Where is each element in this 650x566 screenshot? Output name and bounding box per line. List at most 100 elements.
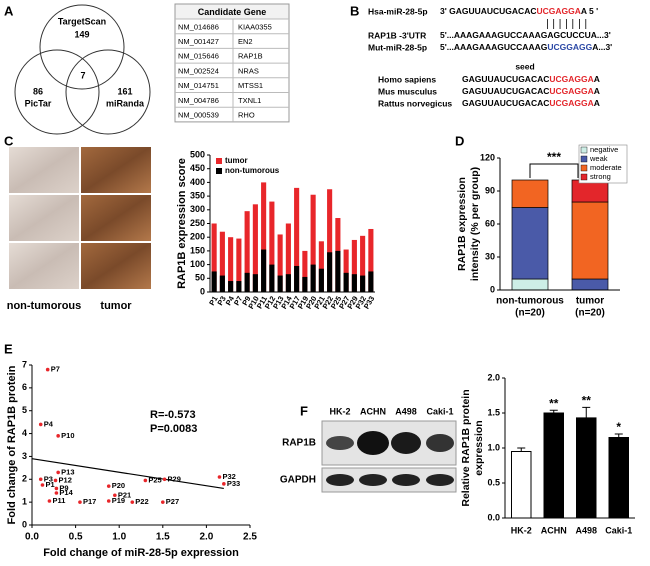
venn-set-name: miRanda [106,98,145,108]
table-cell: TXNL1 [238,96,261,105]
bar [368,228,374,292]
y-tick-label: 100 [190,259,205,269]
ihc-image [79,145,153,195]
point [78,500,82,504]
blot-lane: ACHN [360,406,386,416]
point [143,478,148,483]
bar [244,211,250,292]
bar [318,268,324,292]
blot-band [359,474,387,486]
error-bar [614,433,623,438]
bar [343,249,349,292]
sequence-label: Rattus norvegicus [378,98,452,108]
sequence-part: 5'...AAAGAAAGUCCAAAG [440,42,548,52]
bar [511,451,532,519]
bar [285,223,291,292]
bar [351,239,357,292]
y-tick-label: 150 [190,245,205,255]
venn-diagram [14,4,151,135]
point [217,475,222,479]
sequence: 3' GAGUUAUCUGACACUCGAGGAA 5 ' [440,6,598,16]
point-label: P17 [83,497,96,506]
bar [310,194,316,292]
point-label: P13 [61,467,74,476]
y-tick-label: 350 [190,190,205,200]
blot-band [326,436,354,450]
y-axis-label: RAP1B expression [456,177,468,271]
y-tick-label: 450 [190,163,205,173]
x-tick-label: 2.0 [199,532,213,543]
legend-label: strong [590,172,611,181]
blot-band [391,432,421,454]
x-tick-label: A498 [575,525,597,535]
legend-label: tumor [225,156,248,165]
bar [294,187,300,292]
x-tick-label: 2.5 [243,532,257,543]
table-cell: NM_001427 [178,37,219,46]
y-tick-label: 2 [22,474,27,484]
western-blot [321,420,457,493]
bar [576,417,597,519]
x-tick-note: (n=20) [575,308,605,319]
y-tick-label: 250 [190,218,205,228]
table-cell: NM_014686 [178,22,219,31]
sequence-label: RAP1B -3'UTR [368,30,426,40]
y-tick-label: 30 [485,251,495,261]
y-tick-label: 90 [485,185,495,195]
table-cell: EN2 [238,37,253,46]
error-bar [517,447,526,452]
sequence-label: Mut-miR-28-5p [368,42,427,52]
point-label: P12 [59,475,72,484]
table-cell: NM_014751 [178,81,219,90]
point [222,482,226,486]
venn-set-count: 86 [33,86,43,96]
point [56,434,60,438]
table-cell: KIAA0355 [238,22,272,31]
y-tick-label: 7 [22,359,27,369]
y-tick-label: 4 [22,428,27,438]
x-tick-label: 0.5 [69,532,83,543]
blot-band [392,474,420,486]
x-tick-label: 1.0 [112,532,126,543]
point-label: P25 [148,475,161,484]
bar-segment [511,278,549,291]
bar [543,412,564,519]
significance: *** [547,150,561,164]
sequence-part: GAGUUAUCUGACAC [462,74,549,84]
bar [327,252,333,292]
legend-swatch [216,158,222,164]
y-tick-label: 0.5 [487,477,500,487]
bar [236,238,242,292]
sequence-part: UCGGAGG [547,42,592,52]
bar [269,201,275,292]
bar [294,265,300,292]
axis-line [504,378,635,519]
x-tick-label: Caki-1 [605,525,632,535]
y-tick-label: 50 [195,273,205,283]
venn-intersection: 7 [80,70,85,80]
y-tick-label: 5 [22,405,27,415]
point-label: P33 [227,479,240,488]
bar [360,275,366,292]
legend-label: weak [589,154,608,163]
bar [252,274,258,292]
y-tick-label: 1.0 [487,442,500,452]
x-tick-label: P1 [207,294,219,306]
point-label: P19 [112,496,125,505]
x-tick-label: 0.0 [25,532,39,543]
point [130,500,135,504]
x-tick-label: non-tumorous [496,296,564,307]
axis-line [209,155,375,293]
y-tick-label: 500 [190,149,205,159]
blot-band [357,431,389,455]
sequence-label: Mus musculus [378,86,437,96]
blot-lane: HK-2 [329,406,350,416]
y-tick-label: 60 [485,218,495,228]
sequence-part: A [594,98,600,108]
error-bar [582,406,591,418]
table-header: Candidate Gene [198,7,267,17]
venn-circle [14,49,100,135]
y-axis-label: expression [473,420,485,475]
point [106,499,111,503]
legend-swatch [580,164,588,172]
